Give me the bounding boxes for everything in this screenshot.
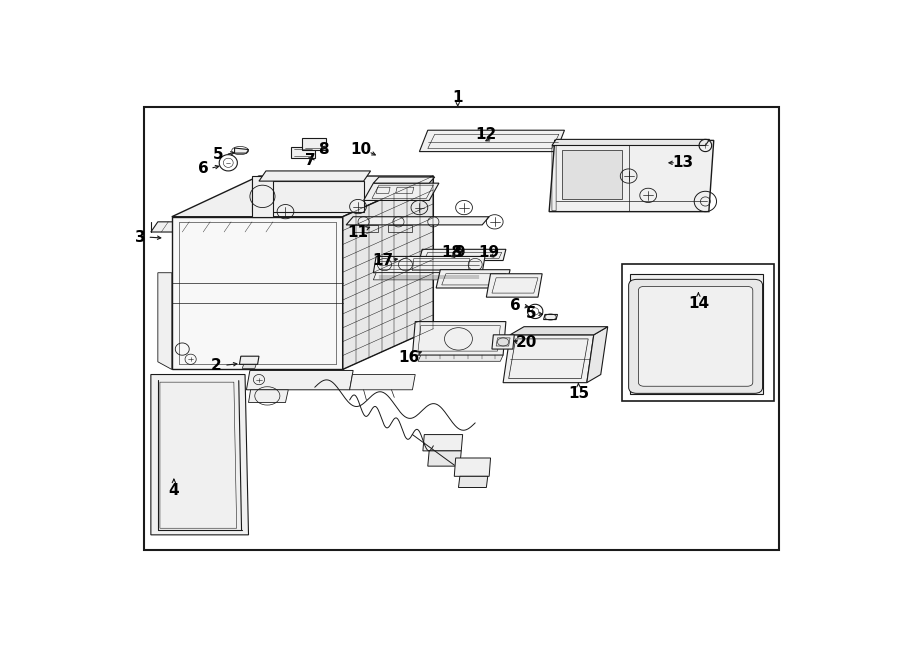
Text: 14: 14	[688, 295, 709, 311]
Text: 15: 15	[568, 387, 589, 401]
Text: 8: 8	[318, 142, 328, 157]
Text: 20: 20	[516, 335, 537, 350]
Polygon shape	[343, 176, 434, 369]
Polygon shape	[552, 139, 709, 145]
Polygon shape	[412, 322, 506, 355]
Polygon shape	[418, 355, 503, 362]
Text: 3: 3	[135, 229, 146, 245]
Polygon shape	[587, 327, 608, 383]
Polygon shape	[349, 375, 415, 390]
Polygon shape	[428, 451, 461, 466]
Polygon shape	[486, 274, 542, 297]
Polygon shape	[235, 148, 248, 153]
Text: 12: 12	[476, 127, 497, 142]
Text: 6: 6	[510, 298, 521, 313]
Polygon shape	[172, 217, 343, 369]
Bar	[144, 107, 778, 550]
Text: 11: 11	[347, 225, 368, 239]
Polygon shape	[346, 217, 490, 225]
Polygon shape	[419, 249, 506, 260]
Polygon shape	[419, 130, 564, 151]
Polygon shape	[423, 434, 463, 451]
Text: 9: 9	[454, 245, 465, 260]
Polygon shape	[374, 273, 485, 280]
Polygon shape	[374, 177, 435, 183]
FancyBboxPatch shape	[628, 280, 762, 393]
Polygon shape	[374, 256, 485, 273]
Polygon shape	[458, 477, 488, 488]
Text: 5: 5	[213, 147, 224, 162]
Text: 10: 10	[350, 142, 372, 157]
Text: 16: 16	[399, 350, 419, 365]
Polygon shape	[302, 138, 326, 149]
Polygon shape	[454, 458, 490, 477]
Polygon shape	[239, 356, 259, 364]
Polygon shape	[158, 273, 172, 369]
Text: 4: 4	[168, 483, 179, 498]
Polygon shape	[151, 222, 280, 232]
Polygon shape	[562, 149, 622, 199]
Polygon shape	[544, 315, 557, 319]
Text: 13: 13	[672, 155, 694, 171]
Bar	[622, 264, 774, 401]
Polygon shape	[259, 171, 371, 181]
Polygon shape	[242, 364, 256, 368]
Polygon shape	[172, 176, 434, 217]
Polygon shape	[503, 335, 594, 383]
Polygon shape	[510, 327, 608, 335]
Text: 17: 17	[373, 253, 393, 268]
FancyBboxPatch shape	[638, 286, 752, 386]
Text: 18: 18	[441, 245, 462, 260]
Polygon shape	[248, 390, 288, 403]
Polygon shape	[252, 176, 273, 217]
Polygon shape	[151, 375, 248, 535]
Polygon shape	[291, 147, 315, 158]
Polygon shape	[247, 370, 353, 390]
Text: 6: 6	[198, 161, 209, 176]
Polygon shape	[436, 270, 510, 288]
Polygon shape	[364, 183, 439, 200]
Polygon shape	[549, 140, 714, 212]
Text: 2: 2	[211, 358, 221, 373]
Polygon shape	[492, 335, 514, 349]
Polygon shape	[630, 274, 762, 394]
Polygon shape	[252, 181, 364, 212]
Text: 1: 1	[453, 90, 463, 104]
Polygon shape	[496, 338, 510, 346]
Text: 19: 19	[479, 245, 500, 260]
Text: 5: 5	[526, 306, 536, 321]
Text: 7: 7	[305, 153, 316, 169]
